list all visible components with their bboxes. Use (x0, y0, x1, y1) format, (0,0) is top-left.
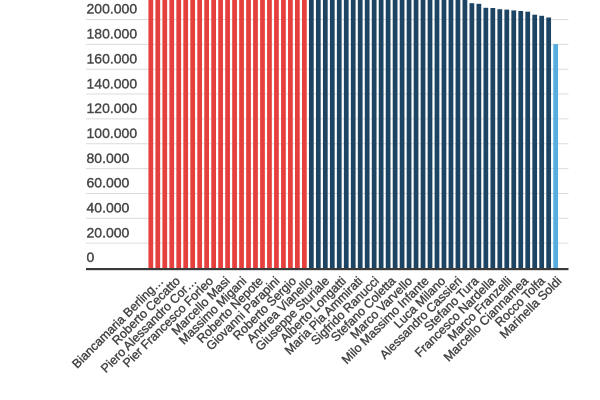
svg-text:40.000: 40.000 (87, 200, 130, 216)
svg-text:200.000: 200.000 (87, 1, 138, 17)
svg-text:100.000: 100.000 (87, 125, 138, 141)
svg-text:140.000: 140.000 (87, 75, 138, 91)
svg-text:80.000: 80.000 (87, 150, 130, 166)
svg-text:160.000: 160.000 (87, 50, 138, 66)
svg-text:0: 0 (87, 249, 95, 265)
svg-text:60.000: 60.000 (87, 175, 130, 191)
svg-text:120.000: 120.000 (87, 100, 138, 116)
svg-text:180.000: 180.000 (87, 26, 138, 42)
svg-text:20.000: 20.000 (87, 224, 130, 240)
